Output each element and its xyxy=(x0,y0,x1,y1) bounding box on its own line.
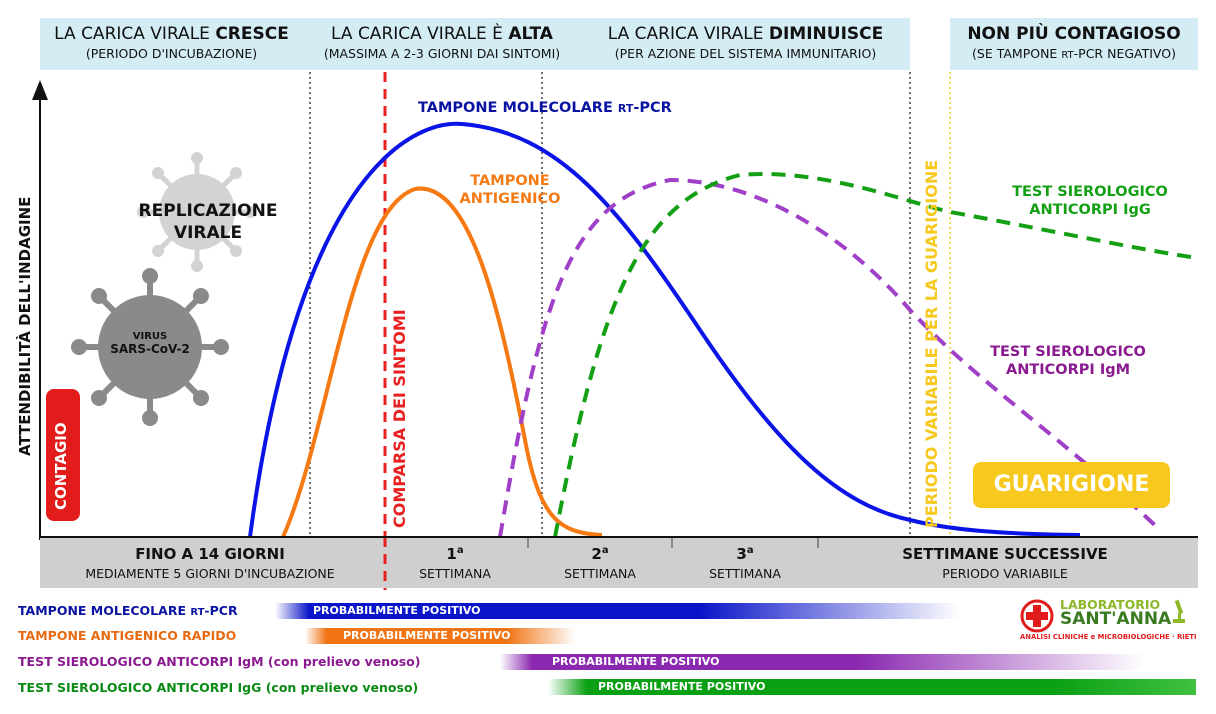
timeline-incubation: FINO A 14 GIORNI xyxy=(135,545,285,563)
igg-curve-label: TEST SIEROLOGICO ANTICORPI IgG xyxy=(990,183,1190,219)
timeline-week-2: 2a xyxy=(591,545,609,563)
igm-label-line-1: TEST SIEROLOGICO xyxy=(990,344,1146,360)
legend-bar-igm: PROBABILMENTE POSITIVO xyxy=(500,654,1145,670)
virus-label-line-1: VIRUS xyxy=(132,331,168,342)
legend-label-igg: TEST SIEROLOGICO ANTICORPI IgG (con prel… xyxy=(18,680,419,695)
phase-subtitle: (MASSIMA A 2-3 GIORNI DAI SINTOMI) xyxy=(323,46,561,61)
timeline-week-1-sub: SETTIMANA xyxy=(419,566,491,581)
phase-subtitle: (PERIODO D'INCUBAZIONE) xyxy=(85,46,258,61)
antigen-curve xyxy=(281,186,603,538)
timeline-week-3: 3a xyxy=(736,545,754,563)
timeline-band xyxy=(40,537,1198,588)
replication-label: REPLICAZIONE VIRALE xyxy=(128,200,288,244)
timeline-week-1: 1a xyxy=(446,545,464,563)
contagio-badge xyxy=(46,389,80,521)
timeline-incubation-sub: MEDIAMENTE 5 GIORNI D'INCUBAZIONE xyxy=(85,566,335,581)
lab-logo: LABORATORIO SANT'ANNA ANALISI CLINICHE e… xyxy=(1020,597,1197,647)
timeline-following-weeks: SETTIMANE SUCCESSIVE xyxy=(902,545,1108,563)
legend-bar-pcr-text: PROBABILMENTE POSITIVO xyxy=(313,604,481,617)
phase-subtitle: (PER AZIONE DEL SISTEMA IMMUNITARIO) xyxy=(614,46,877,61)
antigen-label-line-1: TAMPONE xyxy=(470,173,550,189)
recovery-period-label: PERIODO VARIABILE PER LA GUARIGIONE xyxy=(922,159,941,528)
phase-title: LA CARICA VIRALE È ALTA xyxy=(331,24,553,44)
igm-curve-label: TEST SIEROLOGICO ANTICORPI IgM xyxy=(968,343,1168,379)
pcr-curve-label: TAMPONE MOLECOLARE RT-PCR xyxy=(418,100,672,116)
y-axis-label: ATTENDIBILITÀ DELL'INDAGINE xyxy=(16,196,34,456)
timeline-week-2-sub: SETTIMANA xyxy=(564,566,636,581)
contagio-label: CONTAGIO xyxy=(52,422,70,510)
symptoms-label: COMPARSA DEI SINTOMI xyxy=(390,309,409,528)
igg-label-line-2: ANTICORPI IgG xyxy=(1029,202,1151,218)
logo-line-2: SANT'ANNA xyxy=(1060,609,1172,629)
legend-bar-igm-text: PROBABILMENTE POSITIVO xyxy=(552,655,720,668)
legend-bar-igg: PROBABILMENTE POSITIVO xyxy=(548,679,1196,695)
legend-label-pcr: TAMPONE MOLECOLARE RT-PCR xyxy=(18,603,238,618)
y-axis-arrow-icon xyxy=(32,80,48,100)
phase-title: LA CARICA VIRALE CRESCE xyxy=(54,24,289,44)
legend-bar-igg-text: PROBABILMENTE POSITIVO xyxy=(598,680,766,693)
phase-subtitle: (SE TAMPONE RT-PCR NEGATIVO) xyxy=(972,46,1176,61)
red-cross-icon xyxy=(1020,599,1054,633)
virus-sars-cov-2-icon xyxy=(71,268,229,426)
replication-line-1: REPLICAZIONE xyxy=(138,201,278,221)
legend-label-igm: TEST SIEROLOGICO ANTICORPI IgM (con prel… xyxy=(18,654,421,669)
logo-line-1: LABORATORIO xyxy=(1060,597,1161,612)
pcr-curve xyxy=(248,121,1081,538)
phase-box-grows: LA CARICA VIRALE CRESCE (PERIODO D'INCUB… xyxy=(40,18,303,70)
legend-label-antigen: TAMPONE ANTIGENICO RAPIDO xyxy=(18,628,237,643)
antigen-curve-label: TAMPONE ANTIGENICO xyxy=(440,172,580,208)
legend-bar-antigen: PROBABILMENTE POSITIVO xyxy=(305,628,575,644)
microscope-icon xyxy=(1173,599,1185,623)
virus-label-line-2: SARS-CoV-2 xyxy=(110,342,190,356)
igm-curve xyxy=(498,177,1162,538)
igg-label-line-1: TEST SIEROLOGICO xyxy=(1012,184,1168,200)
phase-box-high: LA CARICA VIRALE È ALTA (MASSIMA A 2-3 G… xyxy=(303,18,581,70)
recovery-badge: GUARIGIONE xyxy=(973,462,1170,508)
igg-curve xyxy=(553,172,1199,538)
phase-title: NON PIÙ CONTAGIOSO xyxy=(967,24,1181,44)
timeline-week-3-sub: SETTIMANA xyxy=(709,566,781,581)
legend-bar-pcr: PROBABILMENTE POSITIVO xyxy=(275,603,960,619)
logo-line-3: ANALISI CLINICHE e MICROBIOLOGICHE · RIE… xyxy=(1020,633,1197,641)
phase-box-decreases: LA CARICA VIRALE DIMINUISCE (PER AZIONE … xyxy=(581,18,910,70)
replication-line-2: VIRALE xyxy=(173,223,243,243)
antigen-label-line-2: ANTIGENICO xyxy=(459,191,561,207)
virus-light-icon xyxy=(137,152,257,272)
phase-box-not-contagious: NON PIÙ CONTAGIOSO (SE TAMPONE RT-PCR NE… xyxy=(950,18,1198,70)
timeline-following-weeks-sub: PERIODO VARIABILE xyxy=(942,566,1068,581)
phase-title: LA CARICA VIRALE DIMINUISCE xyxy=(607,24,884,44)
igm-label-line-2: ANTICORPI IgM xyxy=(1005,362,1131,378)
virus-label: VIRUS SARS-CoV-2 xyxy=(100,331,200,356)
legend-bar-antigen-text: PROBABILMENTE POSITIVO xyxy=(343,629,511,642)
